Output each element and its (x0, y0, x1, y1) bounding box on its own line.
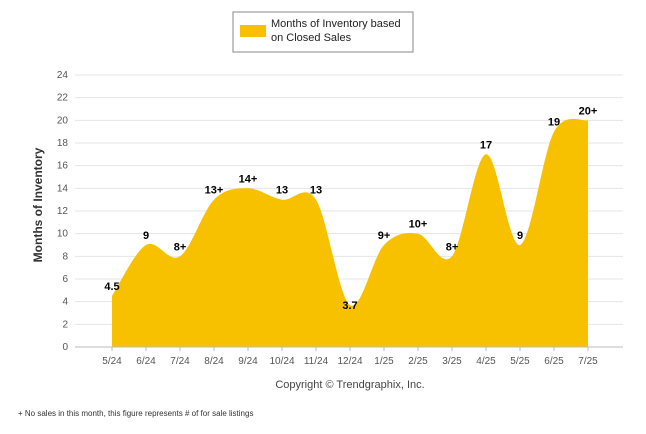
x-tick-label: 9/24 (238, 356, 258, 367)
data-label: 14+ (239, 173, 258, 185)
y-tick-label: 6 (62, 274, 68, 285)
data-label: 9 (143, 230, 149, 242)
legend: Months of Inventory based on Closed Sale… (232, 11, 414, 53)
legend-label-line-2: on Closed Sales (271, 32, 352, 44)
data-label: 8+ (446, 241, 459, 253)
data-label: 20+ (579, 105, 598, 117)
series-area (112, 118, 588, 348)
x-tick-label: 2/25 (408, 356, 428, 367)
data-label: 19 (548, 117, 560, 129)
x-tick-label: 7/25 (578, 356, 598, 367)
x-tick-label: 1/25 (374, 356, 394, 367)
data-labels: 4.5 9 8+ 13+ 14+ 13 13 3.7 9+ 10+ 8+ 17 9 19 20+ (104, 105, 597, 312)
data-label: 8+ (174, 241, 187, 253)
x-tick-label: 11/24 (304, 356, 329, 367)
x-tick-label: 6/24 (136, 356, 156, 367)
data-label: 17 (480, 139, 492, 151)
x-tick-label: 6/25 (544, 356, 564, 367)
x-tick-labels: 5/24 6/24 7/24 8/24 9/24 10/24 11/24 12/24 1/25 2… (102, 347, 598, 367)
data-label: 3.7 (342, 300, 357, 312)
y-tick-label: 2 (62, 319, 68, 330)
legend-label-line-1: Months of Inventory based (271, 18, 401, 30)
y-tick-label: 10 (57, 229, 69, 240)
footnote-text: + No sales in this month, this figure re… (18, 409, 253, 418)
data-label: 13 (276, 185, 288, 197)
y-tick-label: 18 (57, 138, 69, 149)
x-tick-label: 7/24 (170, 356, 190, 367)
y-tick-label: 12 (57, 206, 69, 217)
y-axis-title: Months of Inventory (31, 147, 45, 262)
y-tick-label: 24 (57, 70, 69, 81)
x-tick-label: 5/24 (102, 356, 122, 367)
data-label: 13 (310, 185, 322, 197)
x-tick-label: 3/25 (442, 356, 462, 367)
y-tick-label: 14 (57, 183, 69, 194)
y-tick-label: 20 (57, 115, 69, 126)
y-tick-label: 4 (62, 297, 68, 308)
data-label: 13+ (205, 185, 224, 197)
y-tick-label: 0 (62, 342, 68, 353)
y-tick-label: 22 (57, 93, 69, 104)
data-label: 4.5 (104, 281, 119, 293)
x-tick-label: 5/25 (510, 356, 530, 367)
copyright-text: Copyright © Trendgraphix, Inc. (275, 379, 424, 391)
data-label: 9+ (378, 230, 391, 242)
data-label: 9 (517, 230, 523, 242)
data-label: 10+ (409, 219, 428, 231)
x-tick-label: 4/25 (476, 356, 496, 367)
x-tick-label: 10/24 (269, 356, 294, 367)
legend-swatch (240, 25, 266, 37)
y-tick-label: 16 (57, 161, 69, 172)
y-tick-label: 8 (62, 251, 68, 262)
x-tick-label: 8/24 (204, 356, 224, 367)
x-tick-label: 12/24 (337, 356, 362, 367)
